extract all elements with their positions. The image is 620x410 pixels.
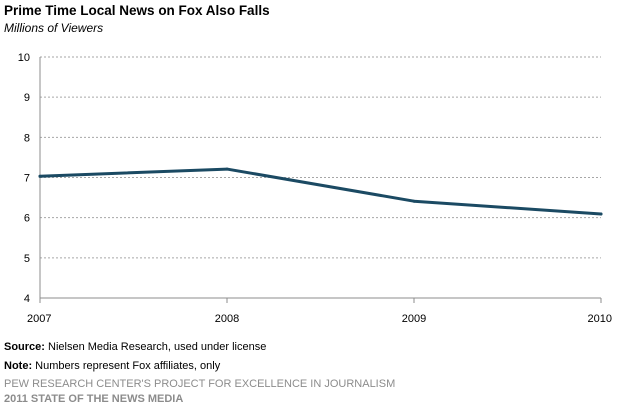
y-tick-10: 10: [18, 52, 30, 64]
series-line-0: [38, 167, 603, 216]
grid-lines: [39, 56, 601, 299]
data-point-2007: [38, 174, 42, 178]
chart-subtitle: Millions of Viewers: [4, 21, 104, 35]
source-note: Source: Nielsen Media Research, used und…: [4, 341, 266, 353]
x-tick-2009: 2009: [402, 313, 426, 325]
x-tick-2008: 2008: [215, 313, 239, 325]
data-point-2008: [225, 167, 229, 171]
x-tick-2010: 2010: [588, 313, 612, 325]
y-tick-7: 7: [24, 173, 30, 185]
series-layer: [38, 167, 603, 216]
chart-title: Prime Time Local News on Fox Also Falls: [4, 3, 270, 18]
data-point-2009: [412, 199, 416, 203]
y-tick-9: 9: [24, 92, 30, 104]
x-tick-2007: 2007: [27, 313, 51, 325]
y-axis-ticks: 4 5 6 7 8 9 10: [18, 52, 30, 305]
footer-report: 2011 STATE OF THE NEWS MEDIA: [4, 393, 184, 405]
data-point-2010: [599, 212, 603, 216]
source-label: Source:: [4, 341, 45, 353]
note-label: Note:: [4, 360, 33, 372]
note-text: Numbers represent Fox affiliates, only: [32, 360, 221, 372]
footnote: Note: Numbers represent Fox affiliates, …: [4, 360, 220, 372]
y-tick-6: 6: [24, 213, 30, 225]
footer-org: PEW RESEARCH CENTER'S PROJECT FOR EXCELL…: [4, 378, 396, 390]
source-text: Nielsen Media Research, used under licen…: [44, 341, 267, 353]
y-tick-4: 4: [24, 293, 30, 305]
x-axis-ticks: 2007 2008 2009 2010: [27, 298, 612, 325]
y-tick-5: 5: [24, 253, 30, 265]
y-tick-8: 8: [24, 132, 30, 144]
